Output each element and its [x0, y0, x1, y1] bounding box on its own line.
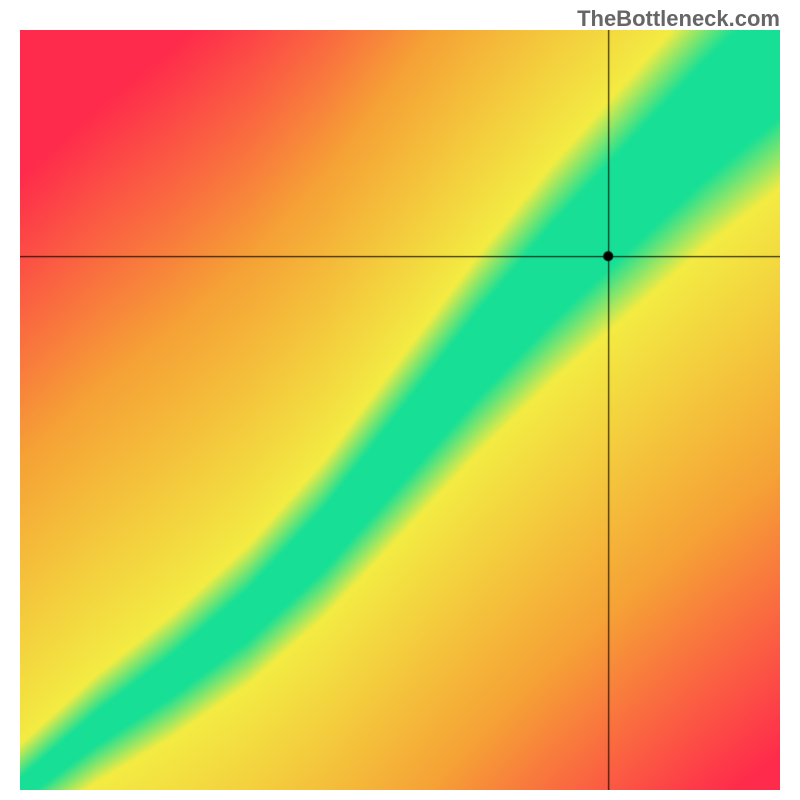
overlay-canvas: [20, 30, 780, 790]
watermark-text: TheBottleneck.com: [577, 6, 780, 32]
chart-container: TheBottleneck.com: [0, 0, 800, 800]
